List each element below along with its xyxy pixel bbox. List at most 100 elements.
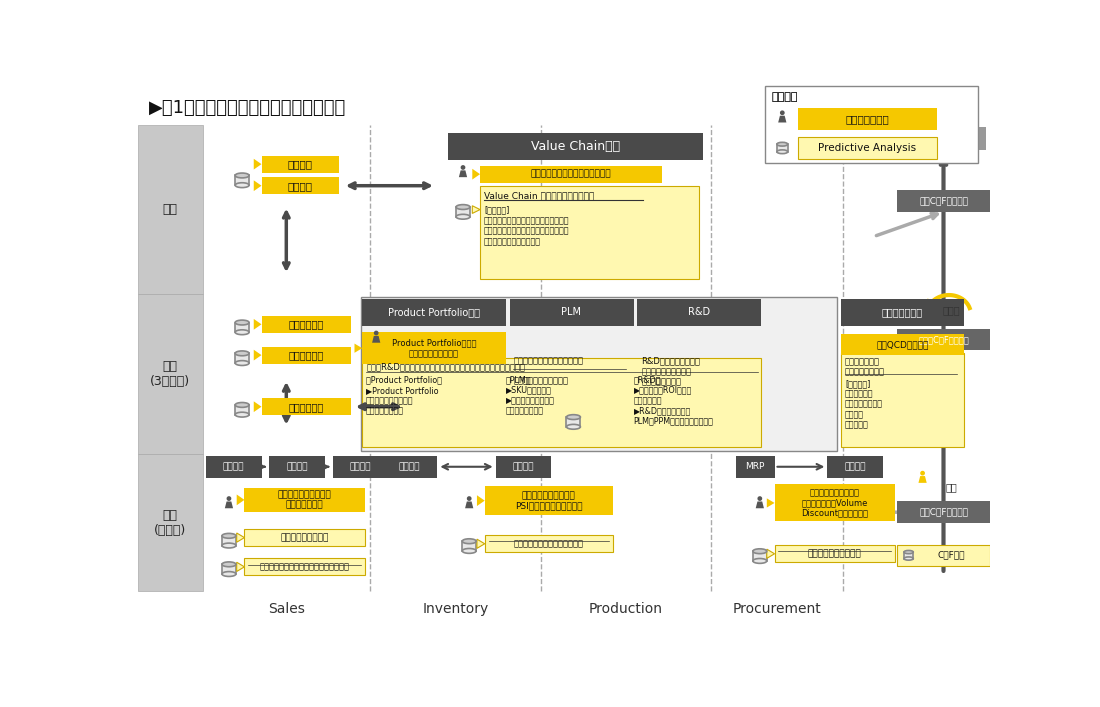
Polygon shape [472,206,480,214]
Text: 意思決定の目的: 意思決定の目的 [846,114,890,124]
FancyBboxPatch shape [752,551,767,561]
Text: サプライヤ管理: サプライヤ管理 [882,307,923,317]
Ellipse shape [566,415,581,419]
Polygon shape [254,180,262,191]
FancyBboxPatch shape [480,187,698,279]
Text: 再投賄: 再投賄 [943,305,960,315]
Ellipse shape [235,329,249,334]
Ellipse shape [235,320,249,325]
FancyBboxPatch shape [235,405,249,414]
FancyBboxPatch shape [777,144,788,152]
Text: Predictive Analysis: Predictive Analysis [818,143,916,153]
Text: 中長期C／Fの最適化: 中長期C／Fの最適化 [918,335,969,344]
FancyBboxPatch shape [244,529,364,546]
FancyBboxPatch shape [509,299,634,326]
Text: 長期C／Fの最適化: 長期C／Fの最適化 [918,197,968,206]
Ellipse shape [777,142,788,146]
FancyBboxPatch shape [138,455,204,591]
Text: 需要計画: 需要計画 [350,462,372,472]
Polygon shape [459,170,468,177]
Polygon shape [236,562,244,571]
Polygon shape [472,169,480,180]
Ellipse shape [235,361,249,366]
Text: 短期
(年度内): 短期 (年度内) [154,508,186,537]
Polygon shape [918,476,926,483]
Polygon shape [236,533,244,542]
Text: 中期市場予測: 中期市場予測 [288,320,323,329]
FancyBboxPatch shape [495,456,551,477]
FancyBboxPatch shape [222,564,235,574]
Ellipse shape [235,351,249,356]
Text: 在庫計画: 在庫計画 [399,462,420,472]
FancyBboxPatch shape [244,488,364,512]
Text: 製造計画: 製造計画 [513,462,535,472]
Text: 仕入地、生産地、仕向地の最適化: 仕入地、生産地、仕向地の最適化 [531,170,612,179]
FancyBboxPatch shape [362,299,506,326]
FancyBboxPatch shape [270,456,326,477]
Polygon shape [236,494,244,506]
Ellipse shape [462,549,476,554]
Polygon shape [778,116,786,122]
Text: 「R&D」
▶テーマ別のROI予測と
モニタリング
▶R&D計画変更による
PLM、PPMへのインパクト分析: 「R&D」 ▶テーマ別のROI予測と モニタリング ▶R&D計画変更による PL… [634,375,714,426]
Polygon shape [767,549,774,559]
FancyBboxPatch shape [842,353,964,447]
Text: MRP: MRP [746,462,764,472]
Text: 資材発注: 資材発注 [845,462,866,472]
Text: サプライヤ変更
シミュレーション: サプライヤ変更 シミュレーション [845,358,886,377]
FancyBboxPatch shape [736,456,774,477]
FancyBboxPatch shape [235,175,249,185]
Text: [検討要素]
需要ロケーション／仕入原価／フレート
ロケーション別の製品コスト（人件費）
／移転価格／工場新設投賄: [検討要素] 需要ロケーション／仕入原価／フレート ロケーション別の製品コスト（… [484,206,570,246]
FancyBboxPatch shape [244,559,364,575]
Text: Sales: Sales [268,602,305,617]
Ellipse shape [235,182,249,187]
FancyBboxPatch shape [896,501,990,523]
FancyBboxPatch shape [904,552,913,559]
FancyBboxPatch shape [333,456,388,477]
Text: 計画シナリオ別の限界利益予測: 計画シナリオ別の限界利益予測 [514,539,584,548]
Ellipse shape [235,402,249,407]
FancyBboxPatch shape [235,354,249,363]
FancyBboxPatch shape [462,542,476,551]
Text: 需要予測: 需要予測 [223,462,244,472]
Ellipse shape [566,424,581,429]
Ellipse shape [235,173,249,178]
Ellipse shape [222,562,235,567]
Polygon shape [354,344,362,353]
FancyBboxPatch shape [766,86,978,163]
Circle shape [758,496,762,501]
Text: PLM: PLM [561,307,582,317]
Text: Value Chain 設計シミュレーション: Value Chain 設計シミュレーション [484,191,594,200]
Text: ▶図1　データ起点の意思決定の全体像: ▶図1 データ起点の意思決定の全体像 [150,100,346,117]
FancyBboxPatch shape [798,108,937,129]
FancyBboxPatch shape [382,456,438,477]
Ellipse shape [462,539,476,544]
Text: Procurement: Procurement [733,602,822,617]
FancyBboxPatch shape [362,332,506,364]
FancyBboxPatch shape [480,165,662,182]
Text: 短期の仕入コスト低減
（調達先変更／Volume
Discount／先物取引）: 短期の仕入コスト低減 （調達先変更／Volume Discount／先物取引） [801,488,868,518]
FancyBboxPatch shape [138,125,204,294]
FancyBboxPatch shape [262,398,351,415]
Text: Inventory: Inventory [422,602,488,617]
FancyBboxPatch shape [827,456,883,477]
Text: 中期需要予測: 中期需要予測 [288,350,323,360]
Text: 競合予測: 競合予測 [288,159,312,169]
Text: R&D: R&D [689,307,711,317]
Text: 長期: 長期 [163,203,177,216]
Text: 市場予測: 市場予測 [288,181,312,191]
Polygon shape [756,501,763,508]
Polygon shape [767,498,774,508]
FancyBboxPatch shape [842,334,964,355]
FancyBboxPatch shape [896,329,990,351]
Text: 成りゆきの需要予測: 成りゆきの需要予測 [280,533,329,542]
FancyBboxPatch shape [206,456,262,477]
FancyBboxPatch shape [361,297,837,450]
FancyBboxPatch shape [896,544,990,566]
Text: 上市／終売計画の最適化: 上市／終売計画の最適化 [514,376,569,385]
Text: Value Chain設計: Value Chain設計 [531,140,620,153]
Ellipse shape [222,571,235,576]
Ellipse shape [222,533,235,538]
FancyBboxPatch shape [896,190,990,212]
Text: 販促シナリオ別の需要シミュレーション: 販促シナリオ別の需要シミュレーション [260,562,350,571]
Text: Product Portfolio管理: Product Portfolio管理 [388,307,480,317]
